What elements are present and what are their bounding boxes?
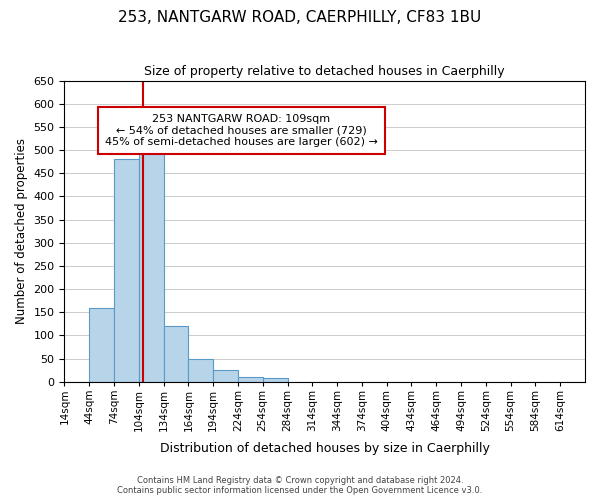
Bar xyxy=(238,377,263,382)
Bar xyxy=(188,358,213,382)
Bar xyxy=(139,148,164,382)
Bar xyxy=(263,378,287,382)
Text: 253 NANTGARW ROAD: 109sqm
← 54% of detached houses are smaller (729)
45% of semi: 253 NANTGARW ROAD: 109sqm ← 54% of detac… xyxy=(105,114,378,147)
Text: 253, NANTGARW ROAD, CAERPHILLY, CF83 1BU: 253, NANTGARW ROAD, CAERPHILLY, CF83 1BU xyxy=(118,10,482,25)
Bar xyxy=(164,326,188,382)
X-axis label: Distribution of detached houses by size in Caerphilly: Distribution of detached houses by size … xyxy=(160,442,490,455)
Text: Contains HM Land Registry data © Crown copyright and database right 2024.
Contai: Contains HM Land Registry data © Crown c… xyxy=(118,476,482,495)
Bar xyxy=(114,160,139,382)
Title: Size of property relative to detached houses in Caerphilly: Size of property relative to detached ho… xyxy=(145,65,505,78)
Bar xyxy=(89,308,114,382)
Bar xyxy=(213,370,238,382)
Y-axis label: Number of detached properties: Number of detached properties xyxy=(15,138,28,324)
